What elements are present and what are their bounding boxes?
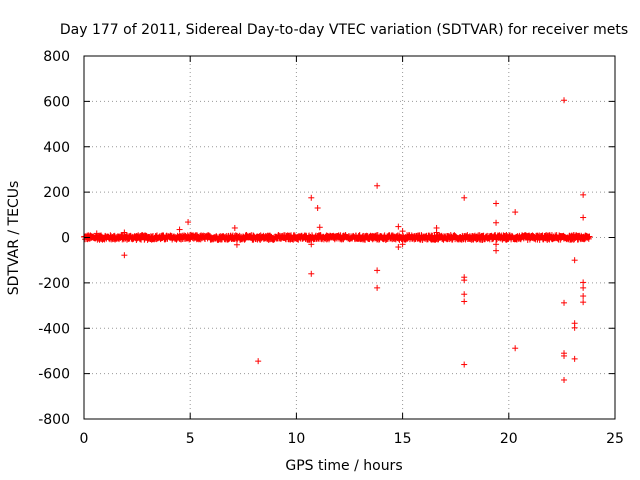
data-point (580, 279, 587, 286)
data-point (461, 361, 468, 368)
y-axis-tick-labels: -800 -600 -400 -200 0 200 400 600 800 (38, 49, 70, 428)
y-tick-label: 400 (43, 140, 70, 156)
y-tick-label: -200 (38, 276, 70, 292)
data-point (461, 298, 468, 305)
data-point (93, 230, 100, 237)
data-point (512, 209, 519, 216)
data-point (461, 277, 468, 284)
data-point (399, 228, 406, 235)
data-point (561, 97, 568, 104)
y-tick-label: 200 (43, 185, 70, 201)
data-point (461, 194, 468, 201)
y-tick-label: 800 (43, 49, 70, 65)
data-point (308, 194, 315, 201)
data-point (231, 224, 238, 231)
x-tick-label: 0 (80, 431, 89, 447)
data-point (561, 376, 568, 383)
x-axis-tick-labels: 0 5 10 15 20 25 (80, 431, 624, 447)
data-point (561, 352, 568, 359)
chart-title: Day 177 of 2011, Sidereal Day-to-day VTE… (60, 22, 628, 38)
y-tick-label: -600 (38, 367, 70, 383)
data-point (580, 299, 587, 306)
data-point (580, 191, 587, 198)
dense-band-points (81, 231, 593, 243)
data-point (571, 355, 578, 362)
data-point (374, 182, 381, 189)
x-tick-label: 25 (606, 431, 624, 447)
data-point (374, 284, 381, 291)
y-axis-label: SDTVAR / TECUs (6, 181, 22, 296)
data-point (399, 241, 406, 248)
data-point (461, 291, 468, 298)
x-tick-label: 15 (394, 431, 412, 447)
data-point (374, 267, 381, 274)
data-point (121, 229, 128, 236)
data-point (580, 214, 587, 221)
y-tick-label: 0 (61, 231, 70, 247)
x-tick-label: 5 (186, 431, 195, 447)
data-point (571, 257, 578, 264)
data-point (561, 299, 568, 306)
x-tick-label: 20 (500, 431, 518, 447)
data-point (395, 223, 402, 230)
data-point (580, 284, 587, 291)
y-tick-label: 600 (43, 94, 70, 110)
data-point (512, 345, 519, 352)
data-point (233, 241, 240, 248)
data-point (493, 247, 500, 254)
data-point (308, 270, 315, 277)
data-point (580, 293, 587, 300)
data-point (185, 219, 192, 226)
y-tick-label: -800 (38, 412, 70, 428)
x-tick-label: 10 (287, 431, 305, 447)
data-point (493, 200, 500, 207)
data-point (176, 226, 183, 233)
data-point (493, 219, 500, 226)
data-point (121, 252, 128, 259)
data-point (493, 241, 500, 248)
data-point (433, 229, 440, 236)
axis-ticks (83, 55, 616, 420)
data-point (571, 324, 578, 331)
data-point (395, 244, 402, 251)
data-points (81, 97, 593, 383)
data-point (314, 205, 321, 212)
y-tick-label: -400 (38, 321, 70, 337)
data-point (255, 358, 262, 365)
x-axis-label: GPS time / hours (285, 458, 402, 474)
data-point (308, 241, 315, 248)
data-point (316, 224, 323, 231)
